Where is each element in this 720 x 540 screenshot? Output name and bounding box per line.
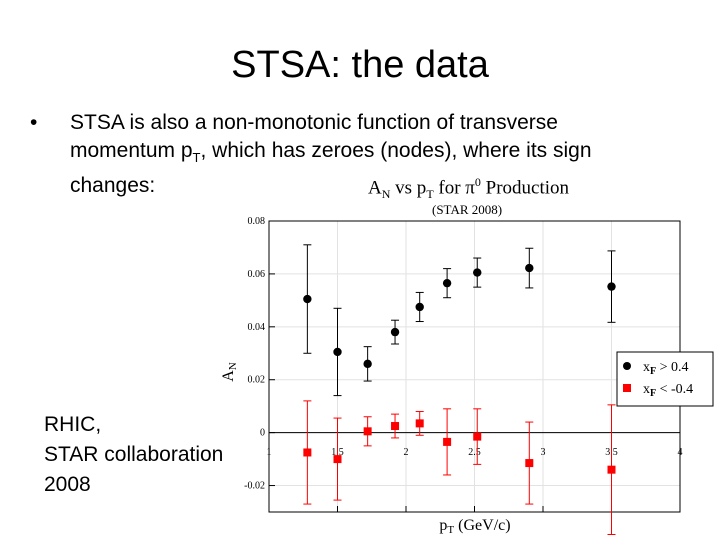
data-point: [607, 465, 616, 474]
data-point: [473, 268, 482, 277]
data-point: [333, 455, 342, 464]
bullet-text: STSA is also a non-monotonic function of…: [70, 109, 650, 200]
bullet-text-part-1: STSA is also a non-monotonic function of…: [70, 111, 558, 162]
y-tick-label: 0.02: [248, 375, 266, 386]
y-tick-label: 0.08: [248, 216, 266, 227]
side-note: RHIC, STAR collaboration 2008: [44, 413, 224, 496]
chart-subtitle: (STAR 2008): [432, 202, 503, 217]
data-point: [363, 359, 372, 369]
legend-marker: [623, 362, 631, 370]
y-tick-label: 0.06: [248, 269, 266, 280]
chart-title: AN vs pT for π0 Production: [368, 175, 570, 202]
data-point: [391, 422, 400, 431]
data-point: [473, 432, 482, 441]
x-tick-label: 3: [541, 447, 546, 458]
data-point: [303, 294, 312, 304]
legend: xF > 0.4 xF < -0.4: [616, 351, 714, 407]
data-point: [333, 347, 342, 357]
data-point: [303, 448, 312, 457]
x-tick-label: 4: [678, 447, 683, 458]
slide-title: STSA: the data: [231, 44, 489, 86]
data-point: [443, 437, 452, 446]
x-tick-label: 2.5: [468, 447, 481, 458]
data-point: [415, 419, 424, 428]
y-axis-label: AN: [220, 362, 239, 382]
data-point: [525, 263, 534, 273]
x-tick-label: 2: [404, 447, 409, 458]
bullet-subscript: T: [192, 150, 201, 166]
legend-label: xF < -0.4: [643, 382, 693, 399]
bullet-marker: •: [30, 111, 38, 134]
data-point: [525, 459, 534, 468]
data-point: [363, 427, 372, 436]
data-point: [390, 327, 400, 337]
y-tick-label: -0.02: [244, 481, 265, 492]
x-tick-label: 1: [267, 447, 272, 458]
bullet-text-part-2: , which has zeroes (nodes), where its si…: [70, 139, 592, 198]
x-axis-label: pT (GeV/c): [439, 517, 510, 536]
y-tick-label: 0: [260, 428, 265, 439]
legend-marker: [623, 384, 631, 392]
data-point: [607, 282, 616, 291]
y-tick-label: 0.04: [248, 322, 266, 333]
chart-marks: [303, 244, 616, 535]
legend-box: [616, 351, 714, 407]
data-point: [415, 302, 424, 312]
legend-label: xF > 0.4: [643, 360, 689, 377]
data-point: [442, 278, 452, 288]
